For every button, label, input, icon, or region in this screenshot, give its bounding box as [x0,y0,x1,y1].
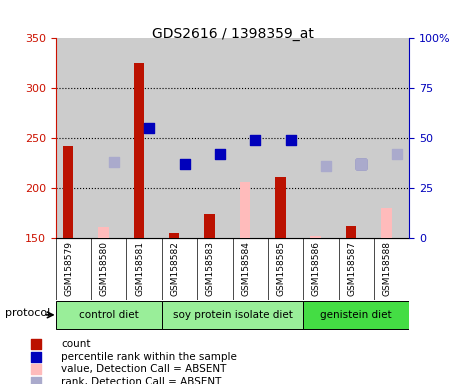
Text: GSM158587: GSM158587 [347,241,356,296]
Text: percentile rank within the sample: percentile rank within the sample [61,351,237,362]
Bar [339,38,374,238]
Bar [303,38,339,238]
Bar [56,38,91,238]
Text: GSM158584: GSM158584 [241,241,250,296]
Bar [310,236,321,238]
Bar [303,301,409,329]
Bar [126,38,162,238]
Text: GSM158588: GSM158588 [383,241,392,296]
Bar [98,227,109,238]
Text: GSM158586: GSM158586 [312,241,321,296]
Bar [204,214,215,238]
Point [252,137,259,143]
Text: control diet: control diet [79,310,139,320]
Bar [345,226,356,238]
Bar [232,38,268,238]
Text: genistein diet: genistein diet [320,310,392,320]
Text: soy protein isolate diet: soy protein isolate diet [173,310,292,320]
Point [343,220,350,226]
Point [110,159,118,165]
Bar [374,38,409,238]
Text: GSM158585: GSM158585 [277,241,286,296]
Bar [268,38,303,238]
Text: count: count [61,339,90,349]
Text: GSM158579: GSM158579 [65,241,73,296]
Text: GDS2616 / 1398359_at: GDS2616 / 1398359_at [152,27,313,41]
Point [146,125,153,131]
Point [393,151,400,157]
Point [343,333,350,339]
Bar [63,146,73,238]
Point [287,137,294,143]
Text: GSM158582: GSM158582 [171,241,179,296]
Bar [133,63,144,238]
Text: value, Detection Call = ABSENT: value, Detection Call = ABSENT [61,364,226,374]
Point [358,161,365,167]
Bar [162,38,197,238]
Bar [197,38,232,238]
Bar [381,208,392,238]
Point [343,106,350,113]
Text: rank, Detection Call = ABSENT: rank, Detection Call = ABSENT [61,376,221,384]
Text: GSM158580: GSM158580 [100,241,109,296]
Bar [169,233,179,238]
Point [216,151,224,157]
Text: protocol: protocol [5,308,50,318]
Bar [162,301,303,329]
Text: GSM158581: GSM158581 [135,241,144,296]
Point [358,161,365,167]
Point [181,161,188,167]
Bar [239,182,250,238]
Text: GSM158583: GSM158583 [206,241,215,296]
Bar [91,38,126,238]
Point [322,163,330,169]
Bar [275,177,286,238]
Bar [56,301,162,329]
